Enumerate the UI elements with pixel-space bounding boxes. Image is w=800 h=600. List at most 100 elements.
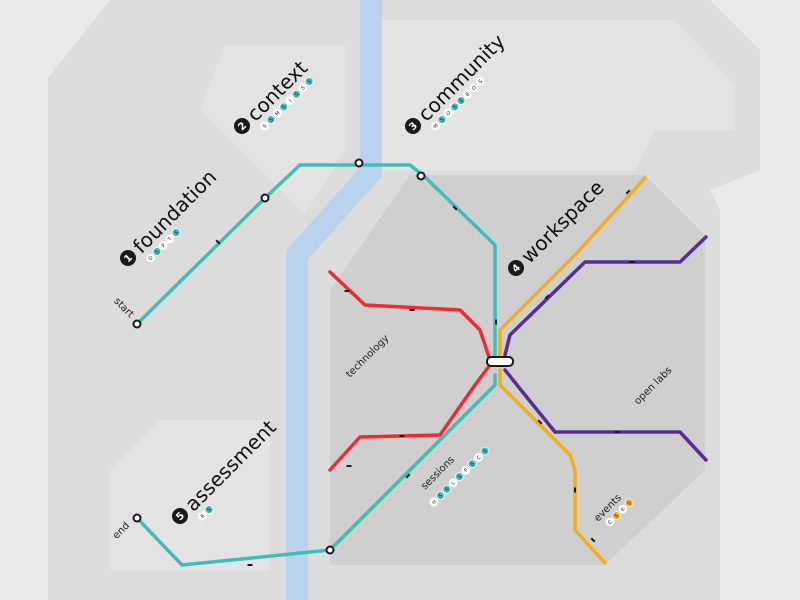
tag-letter: M: [274, 110, 281, 117]
tag-letter: S: [154, 249, 160, 255]
zone-assessment-tag: S: [204, 505, 214, 515]
zone-community-tag: B: [463, 89, 472, 99]
direction-tick: [574, 487, 576, 493]
stations-layer[interactable]: [132, 158, 514, 555]
tag-letter: S: [439, 117, 445, 123]
tag-dot: [437, 115, 447, 125]
tag-letter: S: [206, 507, 212, 513]
tag-letter: S: [294, 91, 300, 97]
tag-letter: L: [451, 480, 457, 486]
sessions-tag: S: [480, 446, 490, 456]
tag-dot: [146, 253, 156, 263]
open-labs-line-lower: [503, 368, 708, 462]
tag-dot: [448, 478, 458, 488]
zone-foundation-tag: D: [146, 253, 156, 263]
zone-foundation-tag: T: [165, 234, 175, 244]
station-community[interactable]: [416, 171, 426, 181]
direction-tick: [405, 473, 411, 479]
zone-number-badge: [405, 118, 421, 134]
tag-letter: S: [268, 117, 274, 123]
tag-letter: S: [306, 79, 312, 85]
tag-dot: [618, 504, 628, 514]
zone-workspace-area: [330, 175, 705, 565]
tag-letter: S: [262, 123, 268, 129]
tag-dot: [442, 484, 452, 494]
tag-letter: S: [444, 487, 450, 493]
tag-dot: [461, 465, 471, 475]
tag-letter: O: [445, 110, 452, 117]
tag-letter: D: [148, 255, 155, 262]
direction-tick: [247, 564, 253, 566]
station-workspace-hub[interactable]: [486, 356, 514, 367]
tag-letter: C: [476, 454, 483, 461]
events-line-upper: [498, 176, 647, 357]
station-start[interactable]: [132, 319, 142, 329]
direction-tick: [614, 431, 620, 433]
tag-dot: [279, 102, 289, 112]
tag-letter: R: [200, 513, 207, 520]
sessions-tag: S: [442, 484, 452, 494]
direction-tick: [452, 205, 458, 211]
tag-dot: [475, 77, 485, 86]
tag-letter: S: [626, 500, 632, 506]
tag-dot: [165, 234, 175, 244]
direction-tick: [590, 537, 596, 543]
events-tag: C: [605, 517, 615, 527]
zone-context-tag: S: [279, 102, 289, 112]
direction-tick: [399, 435, 405, 437]
tag-letter: H: [431, 499, 438, 506]
zone-foundation-tag: P: [158, 240, 168, 250]
open-labs-line-upper: [503, 235, 708, 357]
station-context[interactable]: [354, 158, 364, 168]
events-tag: S: [624, 498, 634, 508]
zone-community-tag: O: [469, 83, 479, 93]
sessions-tag: S: [435, 491, 445, 501]
tag-letter: E: [620, 507, 626, 513]
tag-letter: B: [465, 91, 472, 98]
tag-dot: [158, 240, 168, 250]
station-foundation[interactable]: [260, 193, 270, 203]
tag-letter: S: [438, 493, 444, 499]
tag-letter: I: [288, 98, 293, 103]
zone-community-area: [380, 20, 735, 170]
zone-number-badge: [120, 250, 136, 266]
zones-layer: [48, 0, 760, 600]
direction-tick: [544, 294, 550, 300]
tag-dot: [204, 505, 214, 515]
zone-number-badge: [508, 260, 524, 276]
zone-foundation-tag: S: [152, 247, 162, 257]
tag-dot: [469, 83, 479, 93]
tag-dot: [304, 77, 314, 86]
zone-community-tag: S: [456, 96, 466, 105]
zone-context-tag: S: [292, 89, 301, 99]
tag-letter: P: [161, 243, 167, 249]
zone-context-tag: S: [260, 121, 270, 131]
zone-context-tag: M: [272, 108, 282, 118]
zone-community-tag: O: [443, 108, 453, 118]
zone-community-tag: S: [450, 102, 460, 112]
tag-letter: S: [470, 461, 476, 467]
tag-letter: S: [477, 79, 483, 85]
station-assessment[interactable]: [325, 545, 335, 555]
tag-dot: [611, 511, 621, 521]
sessions-tag: P: [461, 465, 471, 475]
tag-letter: P: [463, 468, 469, 474]
tag-letter: O: [471, 85, 478, 92]
direction-tick: [409, 309, 415, 311]
tag-dot: [605, 517, 615, 527]
sessions-tag: S: [455, 472, 464, 481]
tag-dot: [431, 121, 441, 131]
zone-assessment-tag: R: [198, 511, 208, 521]
tag-dot: [272, 108, 282, 118]
technology-line-upper: [328, 270, 492, 362]
station-end[interactable]: [132, 513, 142, 523]
tag-dot: [198, 511, 208, 521]
zone-context-tag: I: [285, 96, 295, 105]
tag-dot: [624, 498, 634, 508]
zone-community-tag: M: [431, 121, 441, 131]
direction-tick: [215, 239, 221, 245]
tag-dot: [463, 89, 472, 99]
zone-community-tag: S: [437, 115, 447, 125]
